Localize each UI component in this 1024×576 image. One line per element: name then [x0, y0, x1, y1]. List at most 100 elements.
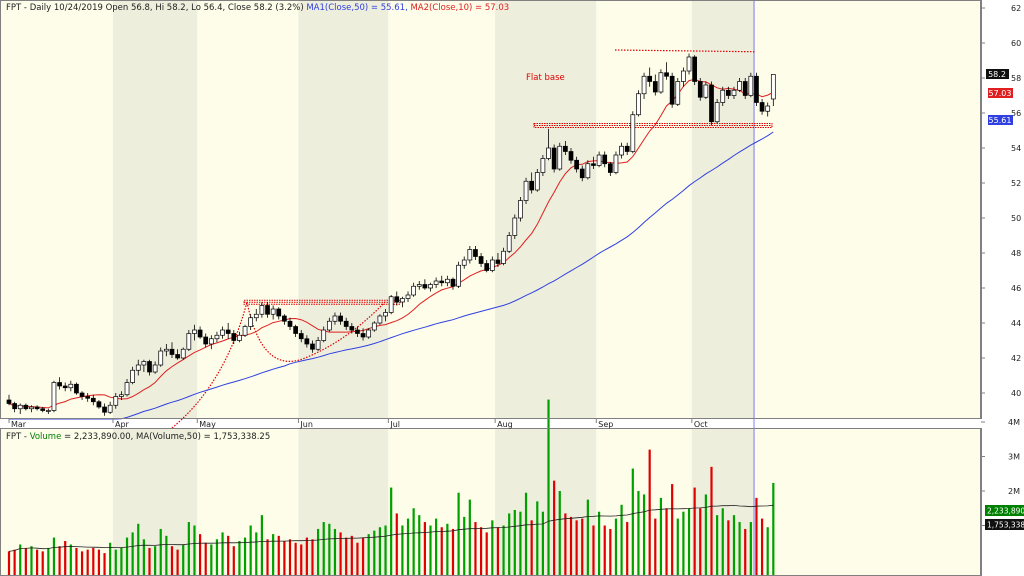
candle-body	[298, 333, 304, 340]
candle-body	[467, 249, 473, 261]
candle	[624, 142, 630, 155]
candle-body	[726, 89, 731, 96]
candle	[6, 394, 12, 406]
volume-header: FPT - Volume = 2,233,890.00, MA(Volume,5…	[6, 432, 270, 442]
flat-base-label: Flat base	[526, 73, 565, 83]
volume-bar	[699, 508, 702, 576]
candle	[596, 151, 602, 168]
volume-bar	[249, 525, 252, 576]
candle	[506, 232, 512, 253]
candle-body	[164, 348, 169, 352]
volume-bar	[547, 399, 550, 576]
candle	[242, 324, 248, 337]
candle-body	[130, 369, 135, 383]
candle	[45, 408, 51, 414]
volume-bar	[109, 542, 112, 576]
candle-body	[192, 329, 197, 334]
volume-bar	[457, 492, 460, 576]
candle	[636, 90, 641, 117]
candle	[231, 330, 237, 344]
candle-body	[169, 348, 175, 355]
volume-bar	[204, 542, 207, 576]
candle-body	[770, 74, 776, 100]
volume-bar	[238, 541, 241, 576]
volume-bar	[266, 539, 269, 576]
volume-bar	[260, 515, 263, 576]
date-tick-label: Oct	[694, 420, 708, 429]
candle	[557, 142, 563, 171]
candle-body	[253, 313, 259, 319]
volume-bar	[36, 549, 39, 576]
volume-bar	[687, 508, 691, 576]
volume-bar	[193, 525, 196, 576]
candle	[428, 282, 433, 292]
candle	[74, 382, 79, 395]
candle	[332, 312, 338, 325]
candle	[355, 326, 360, 337]
candle-body	[596, 154, 602, 166]
volume-bar	[283, 541, 286, 576]
candle-body	[203, 336, 209, 345]
candle	[630, 111, 636, 154]
price-panel-frame	[0, 0, 981, 419]
volume-bar	[58, 546, 61, 576]
candle	[220, 326, 225, 339]
candle	[726, 86, 731, 99]
candle-body	[23, 404, 29, 410]
volume-bar	[716, 515, 719, 576]
candle	[377, 314, 383, 325]
candle	[360, 328, 366, 341]
candle-body	[248, 317, 254, 327]
candle	[652, 74, 658, 96]
candle-body	[208, 338, 214, 345]
volume-bar	[536, 501, 539, 576]
volume-band	[755, 429, 981, 576]
candle	[607, 162, 613, 176]
candle	[501, 247, 506, 266]
volume-bar	[665, 508, 668, 576]
candle-body	[40, 408, 46, 411]
candle-body	[428, 284, 433, 289]
volume-bar	[463, 516, 466, 576]
volume-bar	[131, 532, 134, 576]
flat-base-annotations	[171, 49, 773, 429]
candle	[720, 86, 726, 106]
volume-bar	[744, 528, 747, 576]
volume-bar	[52, 537, 56, 576]
candle	[310, 340, 315, 353]
volume-bar	[154, 546, 157, 576]
price-band	[197, 1, 299, 419]
price-band	[596, 1, 692, 419]
candle	[551, 144, 557, 173]
candle-body	[529, 180, 535, 191]
price-tick-label: 60	[1011, 39, 1021, 48]
candle-body	[619, 145, 624, 156]
candle-body	[265, 305, 270, 315]
candle-body	[450, 278, 456, 287]
candle-body	[6, 399, 12, 404]
candle	[383, 309, 388, 322]
volume-bar	[586, 499, 589, 576]
candle	[343, 317, 349, 330]
volume-bar	[328, 523, 331, 576]
candle-body	[51, 382, 57, 411]
candle-body	[534, 172, 540, 191]
candle-body	[45, 410, 51, 412]
candle	[29, 405, 34, 413]
candle-body	[12, 403, 17, 410]
candle-body	[214, 334, 220, 340]
volume-bar	[114, 549, 117, 576]
candle-body	[675, 81, 681, 105]
candle	[298, 330, 304, 343]
volume-bar	[187, 522, 190, 576]
candle	[197, 326, 203, 339]
volume-bar	[305, 537, 308, 576]
svg-text:2,233,890: 2,233,890	[987, 507, 1024, 516]
candle-body	[119, 394, 124, 397]
volume-bar	[80, 551, 84, 576]
volume-bar	[232, 546, 235, 576]
candle	[141, 359, 147, 372]
candle-body	[270, 308, 276, 315]
candle	[208, 335, 214, 350]
candle	[754, 72, 759, 106]
